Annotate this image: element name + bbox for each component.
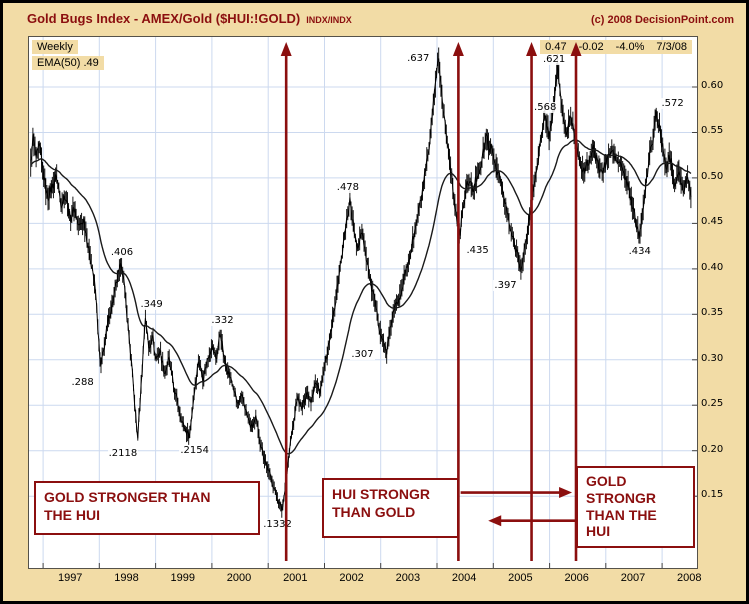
annotation-box-gold-stronger-late: GOLD STRONGR THAN THE HUI [576,466,695,548]
x-axis-label: 1998 [114,572,139,584]
annotation-line: THAN GOLD [332,503,416,520]
y-axis-label: 0.55 [701,125,724,137]
x-axis-label: 2001 [283,572,308,584]
annotation-line: HUI STRONGR [332,486,430,502]
annotation-line: STRONGR [586,489,656,506]
chart-title: Gold Bugs Index - AMEX/Gold ($HUI:!GOLD) [27,11,301,26]
y-axis-label: 0.40 [701,261,724,273]
quote-date: 7/3/08 [656,41,687,53]
x-axis-label: 2002 [339,572,364,584]
y-axis-label: 0.50 [701,170,724,182]
ema-value: .49 [83,57,99,69]
annotation-line: THAN THE [586,506,657,523]
x-axis-label: 2005 [508,572,533,584]
x-axis-label: 1997 [57,572,83,584]
x-axis-label: 1999 [170,572,195,584]
ema-name: EMA(50) [37,57,81,69]
timeframe-label: Weekly [32,40,78,54]
x-axis-label: 2000 [226,572,252,584]
ema-indicator-label: EMA(50) .49 [32,56,104,70]
y-axis-label: 0.35 [701,307,724,319]
annotation-box-gold-stronger-early: GOLD STRONGER THAN THE HUI [34,481,260,535]
chart-title-suffix: INDX/INDX [306,15,352,25]
y-axis-label: 0.60 [701,80,724,91]
annotation-line: GOLD STRONGER THAN [44,489,211,505]
y-axis-label: 0.20 [701,443,724,455]
y-axis-label: 0.25 [701,398,724,410]
annotation-line: HUI [586,523,611,540]
y-axis-label: 0.15 [701,489,724,501]
chart-plot-area: .288.406.2118.349.2154.332.1332.478.307.… [28,36,698,569]
annotation-line: GOLD [586,473,627,489]
annotation-line: THE HUI [44,506,100,523]
x-axis-label: 2008 [676,572,702,584]
quote-readout: 0.47 -0.02 -4.0% 7/3/08 [540,40,692,54]
quote-change: -0.02 [578,41,604,53]
y-axis-label: 0.30 [701,352,724,364]
x-axis-label: 2007 [620,572,646,584]
y-axis-label: 0.45 [701,216,724,228]
copyright-notice: (c) 2008 DecisionPoint.com [590,14,734,26]
quote-percent-change: -4.0% [615,41,645,53]
x-axis-label: 2006 [564,572,589,584]
chart-header: Gold Bugs Index - AMEX/Gold ($HUI:!GOLD)… [27,11,734,26]
quote-value: 0.47 [545,41,567,53]
x-axis-label: 2003 [395,572,421,584]
annotation-box-hui-stronger: HUI STRONGR THAN GOLD [322,478,459,538]
x-axis-label: 2004 [451,572,477,584]
